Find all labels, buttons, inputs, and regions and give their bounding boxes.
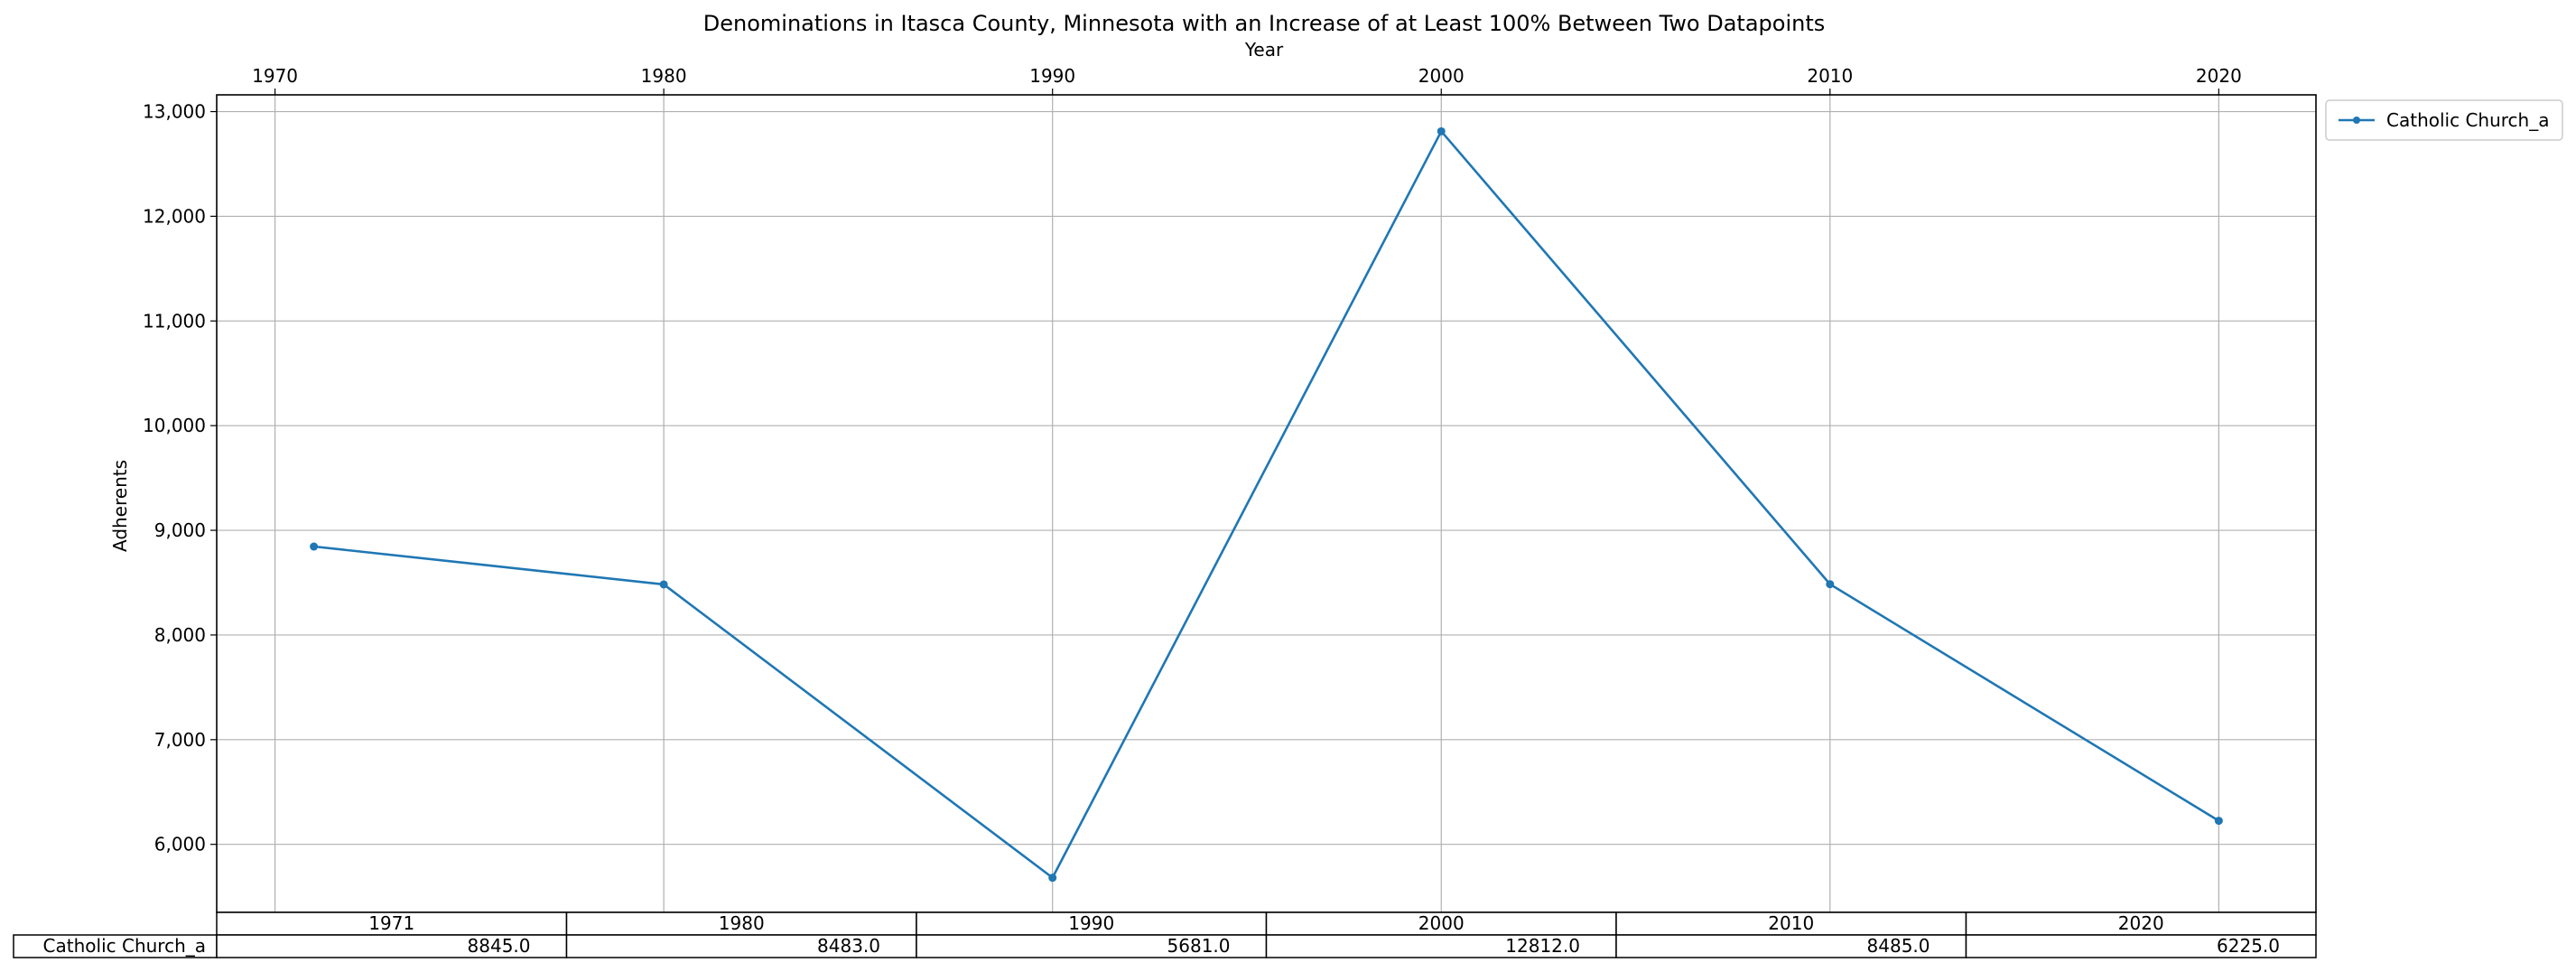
y-tick-label: 13,000 bbox=[143, 101, 206, 123]
table-row-label: Catholic Church_a bbox=[43, 935, 206, 957]
table-cell-value: 8845.0 bbox=[468, 935, 531, 957]
data-table: 1971 1980 1990 2000 2010 2020 Catholic Church_… bbox=[13, 911, 2317, 958]
table-cell-value: 12812.0 bbox=[1505, 935, 1580, 957]
table-header-label: 1971 bbox=[368, 912, 414, 934]
table-header-label: 2000 bbox=[1418, 912, 1465, 934]
table-header-label: 2010 bbox=[1768, 912, 1814, 934]
axis-ticks: 1970 1980 1990 2000 2010 2020 6,000 7,000 8,000 9… bbox=[143, 65, 2242, 855]
table-cell bbox=[1615, 934, 1967, 958]
x-tick-label: 1980 bbox=[641, 65, 687, 87]
y-tick-label: 11,000 bbox=[143, 310, 206, 332]
y-tick-label: 12,000 bbox=[143, 205, 206, 227]
data-point bbox=[2214, 817, 2223, 826]
table-header-cell bbox=[565, 911, 917, 936]
y-tick-label: 9,000 bbox=[154, 519, 206, 541]
table-cell-value: 8485.0 bbox=[1867, 935, 1930, 957]
grid bbox=[217, 95, 2316, 912]
x-tick-label: 2020 bbox=[2196, 65, 2242, 87]
table-header-label: 1980 bbox=[719, 912, 765, 934]
y-tick-label: 6,000 bbox=[154, 834, 206, 855]
series-line-0 bbox=[313, 130, 2220, 879]
data-point bbox=[1437, 126, 1446, 136]
legend-marker-catholic-church-a bbox=[2353, 117, 2360, 124]
y-tick-label: 8,000 bbox=[154, 624, 206, 646]
y-axis-label: Adherents bbox=[109, 460, 131, 552]
plot-frame bbox=[216, 94, 2317, 913]
data-point bbox=[1826, 580, 1835, 589]
series-layer bbox=[310, 126, 2223, 883]
y-tick-label: 10,000 bbox=[143, 415, 206, 436]
data-point bbox=[1048, 874, 1057, 883]
table-cell bbox=[216, 934, 568, 958]
table-cell bbox=[1965, 934, 2317, 958]
chart-title: Denominations in Itasca County, Minnesot… bbox=[703, 11, 1825, 36]
y-tick-label: 7,000 bbox=[154, 729, 206, 751]
legend-label-catholic-church-a: Catholic Church_a bbox=[2386, 109, 2549, 131]
table-cell bbox=[1265, 934, 1617, 958]
x-tick-label: 1990 bbox=[1029, 65, 1075, 87]
x-tick-label: 2000 bbox=[1418, 65, 1465, 87]
legend-frame bbox=[2325, 99, 2563, 141]
table-header-label: 2020 bbox=[2118, 912, 2164, 934]
table-header-cell bbox=[216, 911, 568, 936]
x-axis-label: Year bbox=[1244, 39, 1284, 61]
x-tick-label: 1970 bbox=[252, 65, 298, 87]
legend: Catholic Church_a bbox=[2325, 99, 2563, 141]
table-cell-value: 6225.0 bbox=[2217, 935, 2280, 957]
data-point bbox=[659, 580, 668, 589]
table-header-label: 1990 bbox=[1068, 912, 1114, 934]
table-row-label-cell bbox=[13, 934, 218, 958]
table-header-cell bbox=[1265, 911, 1617, 936]
table-header-cell bbox=[1965, 911, 2317, 936]
data-point bbox=[310, 542, 319, 551]
table-cell-value: 8483.0 bbox=[817, 935, 880, 957]
table-cell-value: 5681.0 bbox=[1167, 935, 1231, 957]
x-tick-label: 2010 bbox=[1807, 65, 1853, 87]
